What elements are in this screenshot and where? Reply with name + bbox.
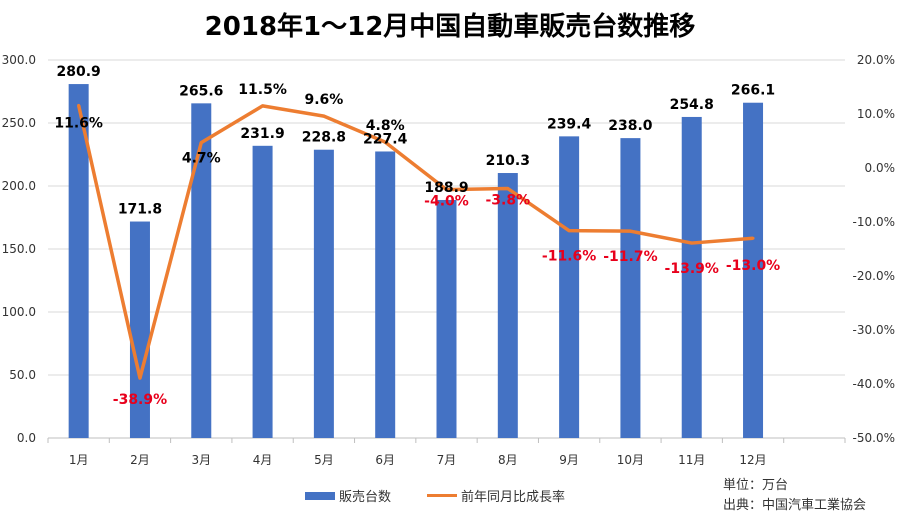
left-axis-tick: 150.0 xyxy=(2,242,36,256)
line-point xyxy=(199,141,203,145)
x-axis-tick: 10月 xyxy=(617,453,644,467)
line-point xyxy=(628,229,632,233)
line-data-label: 11.5% xyxy=(238,82,287,98)
x-axis-tick: 2月 xyxy=(130,453,150,467)
bar-data-label: 188.9 xyxy=(424,180,468,196)
line-point xyxy=(506,187,510,191)
line-data-label: -11.6% xyxy=(542,249,596,265)
line-data-label: -13.0% xyxy=(726,258,780,274)
left-axis-tick: 50.0 xyxy=(9,368,36,382)
line-data-label: -4.0% xyxy=(424,194,469,210)
line-point xyxy=(751,236,755,240)
line-point xyxy=(383,140,387,144)
line-point xyxy=(567,229,571,233)
right-axis-tick: -50.0% xyxy=(853,431,895,445)
right-axis-tick: -20.0% xyxy=(853,269,895,283)
bar xyxy=(681,116,702,439)
bar xyxy=(129,221,150,438)
bar xyxy=(313,149,334,438)
legend-item-bar: 販売台数 xyxy=(305,486,391,505)
bar-data-label: 238.0 xyxy=(608,118,653,134)
line-data-label: -38.9% xyxy=(113,392,167,408)
bar xyxy=(436,199,457,438)
bar xyxy=(68,84,89,438)
growth-line xyxy=(76,104,754,380)
bar-data-label: 280.9 xyxy=(57,64,101,80)
x-axis-tick: 9月 xyxy=(559,453,579,467)
legend-swatch-line xyxy=(427,494,458,497)
legend-swatch-bar xyxy=(305,491,335,500)
right-axis-tick: -30.0% xyxy=(853,323,895,337)
bar-data-label: 239.4 xyxy=(547,116,592,132)
right-axis-tick: -10.0% xyxy=(853,215,895,229)
bar-data-label: 228.8 xyxy=(302,130,346,146)
bar xyxy=(252,145,273,438)
x-axis-tick: 4月 xyxy=(253,453,273,467)
left-axis-tick: 300.0 xyxy=(2,53,36,67)
bar-data-label: 265.6 xyxy=(179,83,223,99)
left-axis-tick: 200.0 xyxy=(2,179,36,193)
left-axis-tick: 250.0 xyxy=(2,116,36,130)
bar xyxy=(620,138,641,438)
line-data-label: -13.9% xyxy=(665,261,719,277)
line-data-label: -11.7% xyxy=(603,249,657,265)
left-axis-tick: 100.0 xyxy=(2,305,36,319)
source-note: 出典：中国汽車工業協会 xyxy=(723,498,867,513)
bar-data-label: 254.8 xyxy=(670,97,714,113)
notes: 単位：万台 出典：中国汽車工業協会 xyxy=(723,476,866,516)
unit-note: 単位：万台 xyxy=(723,478,789,493)
bar xyxy=(743,102,764,439)
line-point xyxy=(77,103,81,107)
x-axis-tick: 12月 xyxy=(739,453,766,467)
legend: 販売台数 前年同月比成長率 xyxy=(305,486,565,505)
line-point xyxy=(138,376,142,380)
line-data-label: 9.6% xyxy=(304,92,343,108)
x-axis-tick: 5月 xyxy=(314,453,334,467)
line-point xyxy=(445,188,448,192)
x-axis-tick: 3月 xyxy=(191,453,211,467)
bar-data-label: 171.8 xyxy=(118,202,162,218)
left-axis-tick: 0.0 xyxy=(17,431,36,445)
bar-data-label: 210.3 xyxy=(486,153,530,169)
right-axis-tick: 0.0% xyxy=(865,161,896,175)
line-data-label: 11.6% xyxy=(54,115,103,131)
bar-data-label: 266.1 xyxy=(731,83,775,99)
x-axis-tick: 7月 xyxy=(437,453,457,467)
bar xyxy=(559,136,580,438)
bar xyxy=(497,173,518,438)
bar xyxy=(375,151,396,438)
bar-data-label: 231.9 xyxy=(240,126,284,142)
line-data-label: -3.8% xyxy=(485,193,530,209)
bar-data-label: 227.4 xyxy=(363,131,408,147)
line-data-label: 4.8% xyxy=(366,118,405,134)
x-axis-tick: 1月 xyxy=(69,453,89,467)
line-point xyxy=(322,114,326,118)
line-point xyxy=(261,104,265,108)
line-point xyxy=(690,241,694,245)
right-axis-tick: 20.0% xyxy=(857,53,895,67)
line-data-label: 4.7% xyxy=(182,151,221,167)
x-axis-tick: 8月 xyxy=(498,453,518,467)
x-axis-tick: 6月 xyxy=(375,453,395,467)
legend-label-bar: 販売台数 xyxy=(339,490,392,505)
legend-label-line: 前年同月比成長率 xyxy=(461,490,566,505)
x-axis-tick: 11月 xyxy=(678,453,705,467)
right-axis-tick: -40.0% xyxy=(853,377,895,391)
legend-item-line: 前年同月比成長率 xyxy=(427,486,565,505)
chart-title: 2018年1～12月中国自動車販売台数推移 xyxy=(204,12,696,42)
right-axis-tick: 10.0% xyxy=(857,107,895,121)
bar xyxy=(191,103,212,439)
